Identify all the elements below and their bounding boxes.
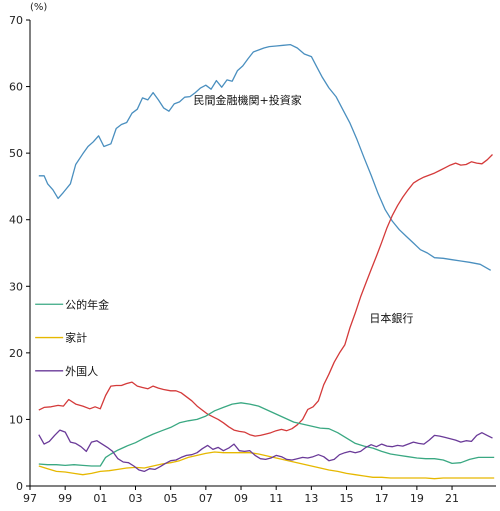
series-line-2: [38, 402, 495, 467]
series-label-1: 日本銀行: [369, 311, 413, 325]
x-tick-label: 19: [410, 492, 424, 505]
y-tick-label: 40: [9, 214, 23, 227]
x-tick-label: 11: [269, 492, 283, 505]
x-tick-label: 17: [375, 492, 389, 505]
y-tick-label: 10: [9, 413, 23, 426]
y-tick-label: 70: [9, 14, 23, 27]
y-tick-label: 20: [9, 347, 23, 360]
series-line-1: [38, 154, 493, 437]
y-tick-label: 0: [16, 480, 23, 493]
x-tick-label: 09: [234, 492, 248, 505]
series-label-3: 家計: [65, 331, 87, 345]
x-tick-label: 01: [93, 492, 107, 505]
series-line-3: [38, 451, 495, 480]
x-tick-label: 03: [129, 492, 143, 505]
series-label-2: 公的年金: [65, 297, 109, 311]
x-tick-label: 21: [445, 492, 459, 505]
x-axis: 97 99 01 03 05 07 09 11 13 15 17 19 21: [23, 485, 496, 505]
y-tick-label: 50: [9, 147, 23, 160]
x-tick-label: 99: [58, 492, 72, 505]
series-label-0: 民間金融機関+投資家: [194, 93, 302, 107]
x-tick-label: 07: [199, 492, 213, 505]
x-tick-label: 97: [23, 492, 37, 505]
x-tick-label: 13: [304, 492, 318, 505]
y-tick-label: 30: [9, 280, 23, 293]
x-tick-label: 15: [340, 492, 354, 505]
y-axis: 0 10 20 30 40 50 60 70: [9, 14, 31, 493]
series-layer: [38, 43, 495, 480]
series-label-4: 外国人: [65, 365, 98, 378]
series-line-0: [38, 43, 492, 271]
series-line-4: [38, 429, 493, 473]
x-tick-label: 05: [164, 492, 178, 505]
y-tick-label: 60: [9, 81, 23, 94]
y-unit-label: (%): [30, 2, 47, 13]
